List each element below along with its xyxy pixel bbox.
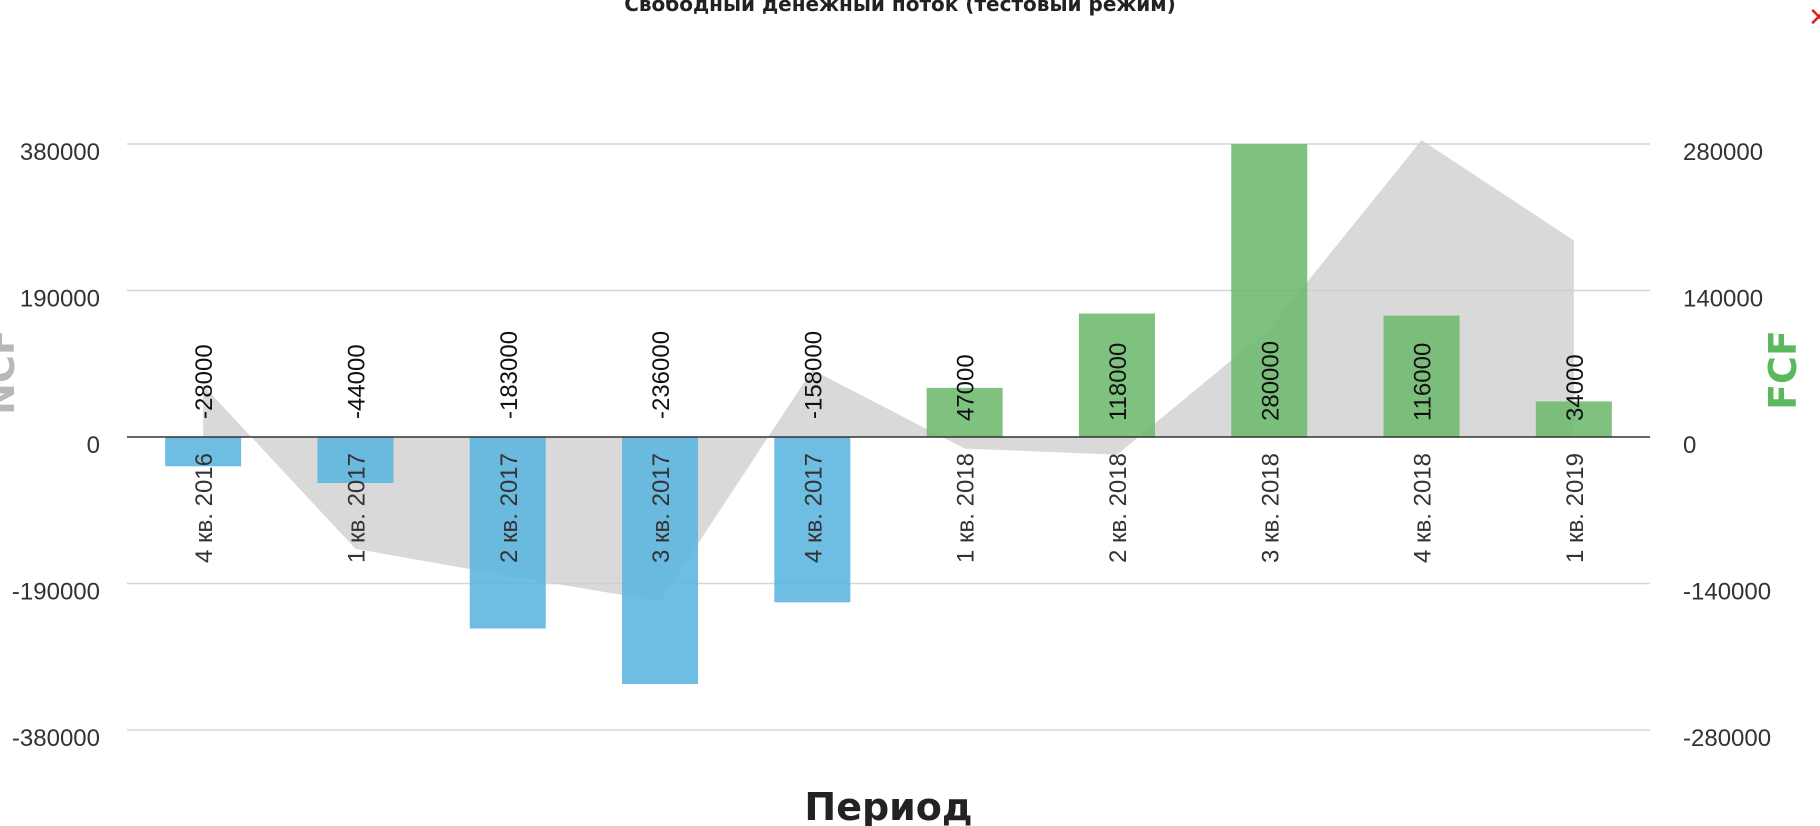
data-label: 280000 — [1257, 341, 1284, 421]
left-axis-title: NCF — [0, 329, 23, 415]
data-label: -183000 — [496, 331, 523, 419]
ncf-area — [203, 140, 1574, 602]
left-tick-label: 0 — [87, 432, 100, 459]
left-tick-label: -380000 — [12, 725, 100, 752]
x-axis-title: Период — [804, 785, 972, 826]
fcf-bar[interactable] — [1383, 315, 1460, 437]
right-tick-label: 140000 — [1683, 286, 1763, 313]
data-label: 34000 — [1562, 354, 1589, 421]
category-label: 1 кв. 2017 — [343, 453, 370, 563]
data-labels-layer: -28000 -44000 -183000 -236000 -158000 47000 11… — [191, 331, 1589, 563]
left-tick-label: 380000 — [20, 139, 100, 166]
left-tick-label: -190000 — [12, 579, 100, 606]
data-label: 118000 — [1105, 343, 1132, 421]
category-label: 1 кв. 2019 — [1562, 453, 1589, 563]
data-label: -236000 — [648, 331, 675, 419]
fcf-bar[interactable] — [165, 437, 242, 467]
category-label: 4 кв. 2017 — [800, 453, 827, 563]
category-label: 2 кв. 2018 — [1105, 453, 1132, 563]
data-label: 47000 — [953, 354, 980, 421]
category-label: 4 кв. 2018 — [1410, 453, 1437, 563]
right-axis-title: FCF — [1761, 330, 1805, 410]
left-tick-label: 190000 — [20, 286, 100, 313]
fcf-bar[interactable] — [469, 437, 546, 629]
data-label: -158000 — [800, 331, 827, 419]
fcf-bar[interactable] — [1231, 144, 1308, 437]
data-label: 116000 — [1410, 343, 1437, 421]
fcf-bar[interactable] — [774, 437, 851, 603]
right-tick-label: -140000 — [1683, 579, 1771, 606]
data-label: -44000 — [343, 344, 370, 419]
chart-title: Свободный денежный поток (тестовый режим… — [624, 0, 1176, 16]
fcf-bar[interactable] — [1078, 313, 1155, 437]
tick-labels-layer: 380000 190000 0 -190000 -380000 280000 140000 0… — [12, 139, 1771, 752]
fcf-bar[interactable] — [622, 437, 699, 684]
right-tick-label: -280000 — [1683, 725, 1771, 752]
fcf-bar[interactable] — [926, 387, 1003, 437]
fcf-bar[interactable] — [317, 437, 394, 484]
ncf-area-layer — [203, 140, 1574, 602]
right-tick-label: 280000 — [1683, 139, 1763, 166]
fcf-bars-layer — [165, 144, 1612, 684]
category-label: 3 кв. 2018 — [1257, 453, 1284, 563]
right-tick-label: 0 — [1683, 432, 1696, 459]
category-label: 2 кв. 2017 — [496, 453, 523, 563]
close-icon[interactable]: ✕ — [1808, 6, 1820, 30]
category-label: 1 кв. 2018 — [953, 453, 980, 563]
data-label: -28000 — [191, 344, 218, 419]
fcf-bar[interactable] — [1535, 401, 1612, 437]
category-label: 3 кв. 2017 — [648, 453, 675, 563]
category-label: 4 кв. 2016 — [191, 453, 218, 563]
